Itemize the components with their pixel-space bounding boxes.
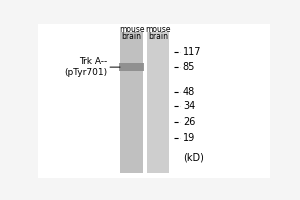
- Text: brain: brain: [148, 32, 168, 41]
- Text: 48: 48: [183, 87, 195, 97]
- Text: 117: 117: [183, 47, 201, 57]
- Text: (kD): (kD): [183, 152, 204, 162]
- Text: 34: 34: [183, 101, 195, 111]
- Text: mouse: mouse: [119, 25, 144, 34]
- Text: 85: 85: [183, 62, 195, 72]
- Text: 19: 19: [183, 133, 195, 143]
- Text: 26: 26: [183, 117, 195, 127]
- Text: Trk A--
(pTyr701): Trk A-- (pTyr701): [64, 57, 120, 77]
- Text: brain: brain: [122, 32, 142, 41]
- Bar: [147, 32, 169, 173]
- Bar: [119, 63, 145, 71]
- Bar: [120, 32, 143, 173]
- Text: mouse: mouse: [145, 25, 171, 34]
